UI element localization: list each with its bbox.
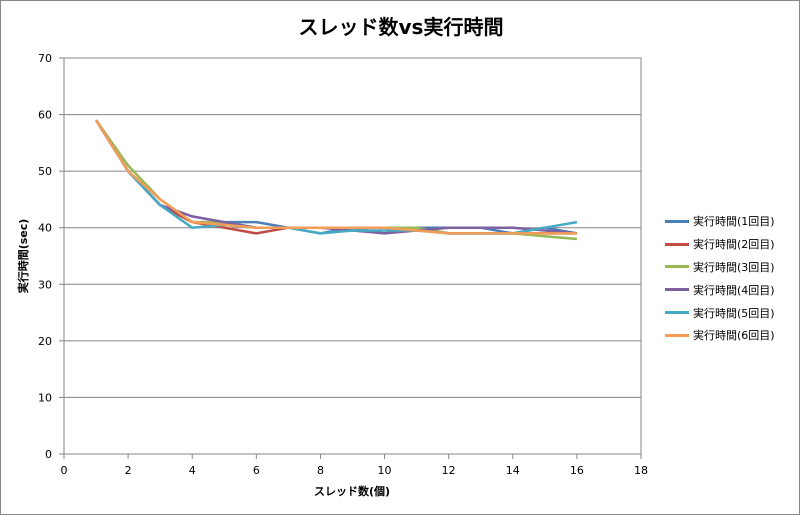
legend: 実行時間(1回目) 実行時間(2回目) 実行時間(3回目) 実行時間(4回目) 実行時間… <box>665 210 799 347</box>
series-line-6 <box>95 119 577 235</box>
y-tick-label: 70 <box>38 52 52 65</box>
y-axis-title: 実行時間(sec) <box>16 219 30 294</box>
legend-swatch <box>665 242 689 246</box>
legend-label: 実行時間(4回目) <box>693 283 775 297</box>
axis-ticks: 0 10 20 30 40 50 60 70 0 2 4 6 8 10 12 14 16 18 <box>38 52 648 477</box>
legend-swatch <box>665 265 689 269</box>
legend-label: 実行時間(3回目) <box>693 260 775 274</box>
plot-area <box>63 57 642 455</box>
legend-swatch <box>665 288 689 292</box>
x-tick-label: 2 <box>125 464 132 477</box>
legend-item-3: 実行時間(3回目) <box>665 256 799 279</box>
legend-item-4: 実行時間(4回目) <box>665 278 799 301</box>
legend-swatch <box>665 219 689 223</box>
legend-label: 実行時間(1回目) <box>693 215 775 229</box>
legend-item-2: 実行時間(2回目) <box>665 233 799 256</box>
x-tick-label: 4 <box>189 464 196 477</box>
x-tick-label: 6 <box>253 464 260 477</box>
x-axis-title: スレッド数(個) <box>314 484 390 498</box>
legend-label: 実行時間(5回目) <box>693 306 775 320</box>
series-lines <box>95 119 578 241</box>
x-tick-label: 10 <box>378 464 392 477</box>
legend-item-6: 実行時間(6回目) <box>665 324 799 347</box>
legend-item-1: 実行時間(1回目) <box>665 210 799 233</box>
x-tick-label: 0 <box>61 464 68 477</box>
chart-title: スレッド数vs実行時間 <box>298 15 504 39</box>
legend-swatch <box>665 311 689 315</box>
x-tick-label: 12 <box>442 464 456 477</box>
y-tick-label: 20 <box>38 335 52 348</box>
y-tick-label: 40 <box>38 222 52 235</box>
x-tick-label: 18 <box>634 464 648 477</box>
y-tick-label: 10 <box>38 391 52 404</box>
x-tick-label: 8 <box>317 464 324 477</box>
y-tick-label: 60 <box>38 109 52 122</box>
legend-label: 実行時間(6回目) <box>693 329 775 343</box>
y-tick-label: 0 <box>45 448 52 461</box>
legend-item-5: 実行時間(5回目) <box>665 301 799 324</box>
x-tick-label: 16 <box>570 464 584 477</box>
y-tick-label: 50 <box>38 165 52 178</box>
x-tick-label: 14 <box>506 464 520 477</box>
y-tick-label: 30 <box>38 278 52 291</box>
legend-label: 実行時間(2回目) <box>693 238 775 252</box>
legend-swatch <box>665 333 689 337</box>
